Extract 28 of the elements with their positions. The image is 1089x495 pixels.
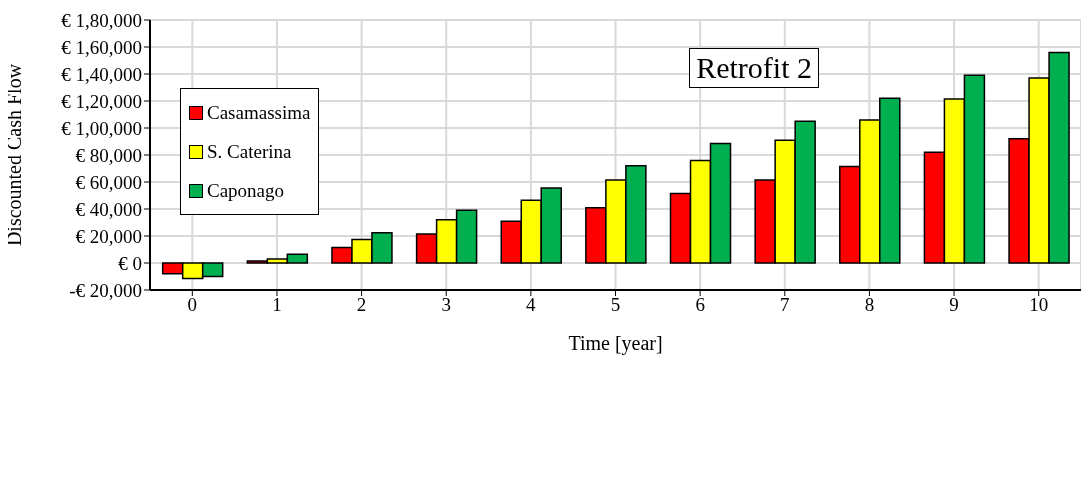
y-tick-label: € 1,20,000 — [61, 90, 142, 112]
legend-label: Casamassima — [207, 101, 311, 124]
y-tick-label: € 1,40,000 — [61, 63, 142, 85]
y-tick-label: € 60,000 — [75, 171, 142, 193]
x-tick-label: 8 — [864, 294, 875, 316]
x-tick-label: 5 — [610, 294, 621, 316]
x-tick-label: 1 — [272, 294, 282, 316]
x-tick-label: 10 — [1029, 294, 1049, 316]
x-tick-label: 3 — [441, 294, 451, 316]
y-tick-label: € 40,000 — [75, 198, 142, 220]
y-tick-label: € 1,60,000 — [61, 36, 142, 58]
y-tick-label: € 20,000 — [75, 225, 142, 247]
legend-label: Caponago — [207, 179, 285, 202]
x-tick-label: 0 — [187, 294, 198, 316]
y-tick-label: € 1,80,000 — [61, 9, 142, 31]
y-tick-label: € 80,000 — [75, 144, 142, 166]
x-axis-title: Time [year] — [568, 332, 663, 355]
y-tick-label: € 0 — [118, 252, 142, 274]
x-tick-label: 7 — [780, 294, 790, 316]
x-tick-label: 4 — [526, 294, 537, 316]
x-tick-label: 6 — [695, 294, 705, 316]
x-tick-label: 2 — [356, 294, 367, 316]
x-tick-label: 9 — [949, 294, 959, 316]
y-tick-label: € 1,00,000 — [61, 117, 142, 139]
y-tick-label: -€ 20,000 — [69, 279, 142, 301]
text: Retrofit 2 — [689, 48, 819, 88]
legend-label: S. Caterina — [207, 140, 292, 163]
y-axis-title: Discounted Cash Flow — [3, 63, 26, 247]
